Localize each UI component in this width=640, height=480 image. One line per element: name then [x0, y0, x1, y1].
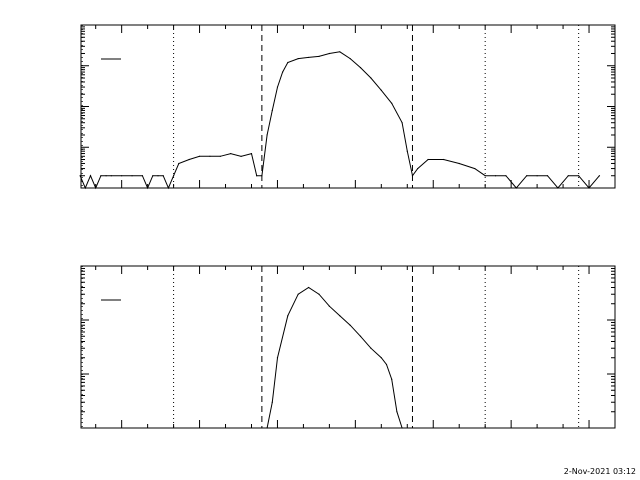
- series-point: [380, 357, 382, 359]
- series-point: [121, 175, 123, 177]
- series-point: [308, 286, 310, 289]
- series-point: [370, 77, 372, 79]
- series-point: [276, 86, 279, 88]
- series-point: [401, 427, 403, 429]
- series-point: [282, 71, 284, 73]
- series-point: [297, 293, 299, 295]
- series-point: [443, 158, 445, 161]
- series-point: [328, 305, 330, 307]
- series-point: [157, 175, 159, 177]
- series-point: [141, 175, 144, 177]
- series-point: [198, 155, 201, 157]
- series-point: [271, 109, 273, 112]
- series-line: [79, 51, 600, 190]
- series-point: [276, 357, 279, 359]
- series-point: [95, 187, 97, 189]
- series-point: [162, 175, 164, 177]
- series-point: [588, 187, 590, 189]
- series-point: [359, 67, 362, 69]
- series-point: [458, 162, 460, 165]
- series-point: [526, 175, 528, 177]
- series-point: [131, 175, 133, 177]
- series-point: [427, 158, 429, 161]
- series-point: [100, 175, 102, 177]
- series-point: [515, 187, 517, 189]
- series-point: [546, 175, 549, 177]
- series-point: [359, 335, 362, 337]
- series-point: [209, 155, 211, 157]
- series-point: [172, 175, 175, 177]
- series-point: [79, 175, 81, 177]
- series-point: [167, 187, 169, 189]
- series-point: [474, 167, 476, 170]
- series-point: [494, 175, 497, 177]
- series-point: [557, 187, 559, 189]
- series-point: [385, 363, 388, 366]
- series-point: [339, 315, 341, 317]
- series-point: [261, 175, 263, 177]
- series-point: [152, 175, 154, 177]
- series-point: [308, 56, 310, 59]
- series-point: [219, 155, 221, 157]
- series-point: [287, 61, 289, 64]
- series-point: [318, 293, 320, 295]
- series-point: [417, 167, 419, 170]
- series-point: [147, 187, 149, 189]
- series-point: [578, 175, 580, 177]
- series-point: [370, 347, 372, 349]
- series-point: [318, 55, 320, 57]
- series-point: [240, 155, 242, 157]
- series-point: [396, 411, 398, 413]
- series-point: [505, 175, 507, 177]
- series-point: [349, 57, 351, 60]
- series-point: [536, 175, 538, 177]
- series-point: [178, 162, 180, 165]
- series-point: [401, 122, 403, 124]
- series-point: [266, 427, 268, 429]
- series-point: [110, 175, 112, 177]
- plot-frame: [80, 24, 616, 189]
- hi-channel-panel: [80, 265, 616, 429]
- series-point: [105, 175, 107, 177]
- series-point: [230, 152, 232, 155]
- series-point: [250, 152, 253, 155]
- series-point: [84, 187, 86, 189]
- lo-channel-panel: [79, 24, 616, 190]
- series-point: [188, 158, 190, 161]
- series-point: [349, 324, 351, 326]
- series-point: [380, 89, 382, 91]
- series-point: [256, 175, 258, 177]
- series-point: [297, 57, 299, 60]
- plot-frame: [80, 265, 616, 429]
- series-point: [328, 52, 330, 55]
- series-point: [598, 175, 601, 177]
- series-point: [406, 150, 408, 152]
- footer-timestamp: 2-Nov-2021 03:12: [564, 467, 636, 476]
- series-point: [391, 102, 393, 104]
- series-point: [287, 315, 289, 317]
- series-point: [89, 175, 92, 177]
- series-point: [271, 401, 273, 403]
- series-point: [411, 175, 414, 177]
- series-point: [567, 175, 569, 177]
- series-point: [484, 175, 486, 177]
- series-point: [266, 134, 268, 136]
- series-point: [339, 51, 341, 53]
- series-point: [391, 378, 393, 380]
